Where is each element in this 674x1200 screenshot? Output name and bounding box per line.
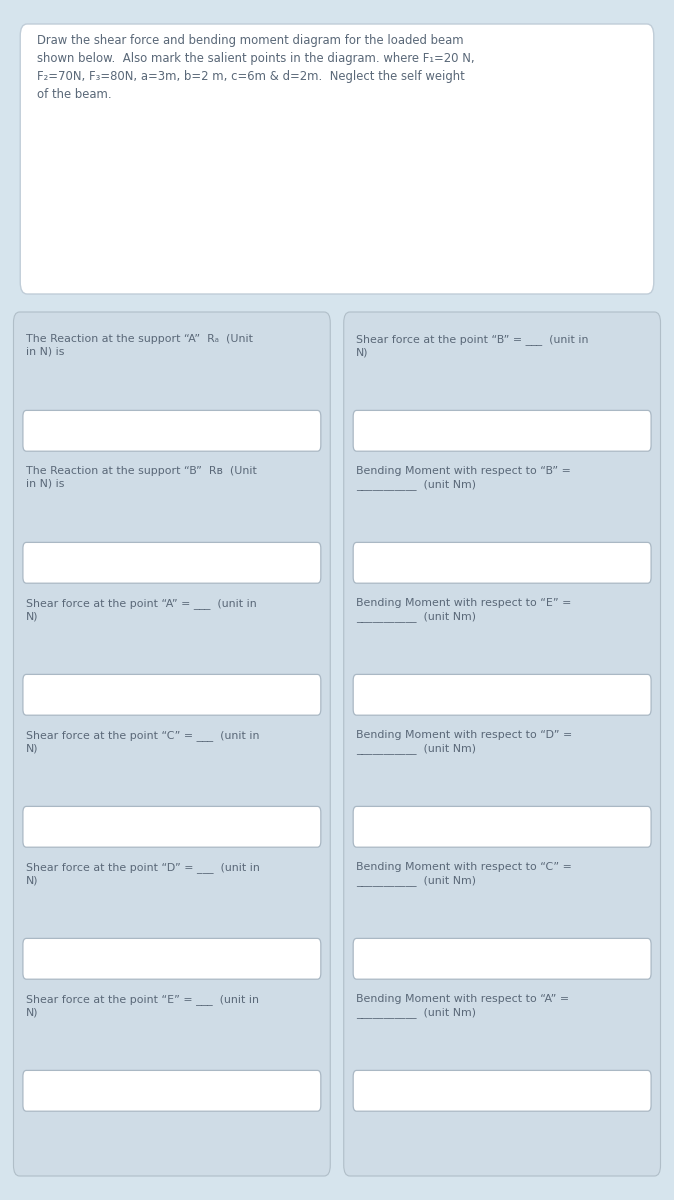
Text: a: a [134,272,141,282]
Text: b: b [241,272,247,282]
Text: Bending Moment with respect to “A” =
___________  (unit Nm): Bending Moment with respect to “A” = ___… [356,994,569,1018]
Text: Shear force at the point “B” = ___  (unit in
N): Shear force at the point “B” = ___ (unit… [356,334,588,358]
Text: ↑: ↑ [301,1145,313,1160]
Text: Shear force at the point “A” = ___  (unit in
N): Shear force at the point “A” = ___ (unit… [26,598,256,622]
Text: C: C [197,208,205,218]
Text: A: A [57,221,67,234]
Text: F$_3$: F$_3$ [536,127,549,142]
Text: F$_1$: F$_1$ [195,127,208,142]
Text: D: D [282,208,290,218]
Text: F$_2$: F$_2$ [280,127,293,142]
Text: Bending Moment with respect to “E” =
___________  (unit Nm): Bending Moment with respect to “E” = ___… [356,598,572,622]
Text: The Reaction at the support “A”  Rₐ  (Unit
in N) is: The Reaction at the support “A” Rₐ (Unit… [26,334,253,356]
Text: d: d [582,272,588,282]
Text: Shear force at the point “C” = ___  (unit in
N): Shear force at the point “C” = ___ (unit… [26,730,259,754]
Text: Shear force at the point “E” = ___  (unit in
N): Shear force at the point “E” = ___ (unit… [26,994,259,1018]
Text: c: c [411,272,417,282]
Polygon shape [61,234,86,247]
Text: Bending Moment with respect to “D” =
___________  (unit Nm): Bending Moment with respect to “D” = ___… [356,730,572,754]
Text: ↑: ↑ [632,1145,644,1160]
Text: E: E [539,208,546,218]
Text: Shear force at the point “D” = ___  (unit in
N): Shear force at the point “D” = ___ (unit… [26,862,259,886]
Text: Bending Moment with respect to “B” =
___________  (unit Nm): Bending Moment with respect to “B” = ___… [356,466,571,490]
Text: Draw the shear force and bending moment diagram for the loaded beam
shown below.: Draw the shear force and bending moment … [37,34,474,101]
Text: B: B [634,221,644,234]
Text: Bending Moment with respect to “C” =
___________  (unit Nm): Bending Moment with respect to “C” = ___… [356,862,572,886]
Text: The Reaction at the support “B”  Rʙ  (Unit
in N) is: The Reaction at the support “B” Rʙ (Unit… [26,466,257,488]
Polygon shape [615,234,640,247]
